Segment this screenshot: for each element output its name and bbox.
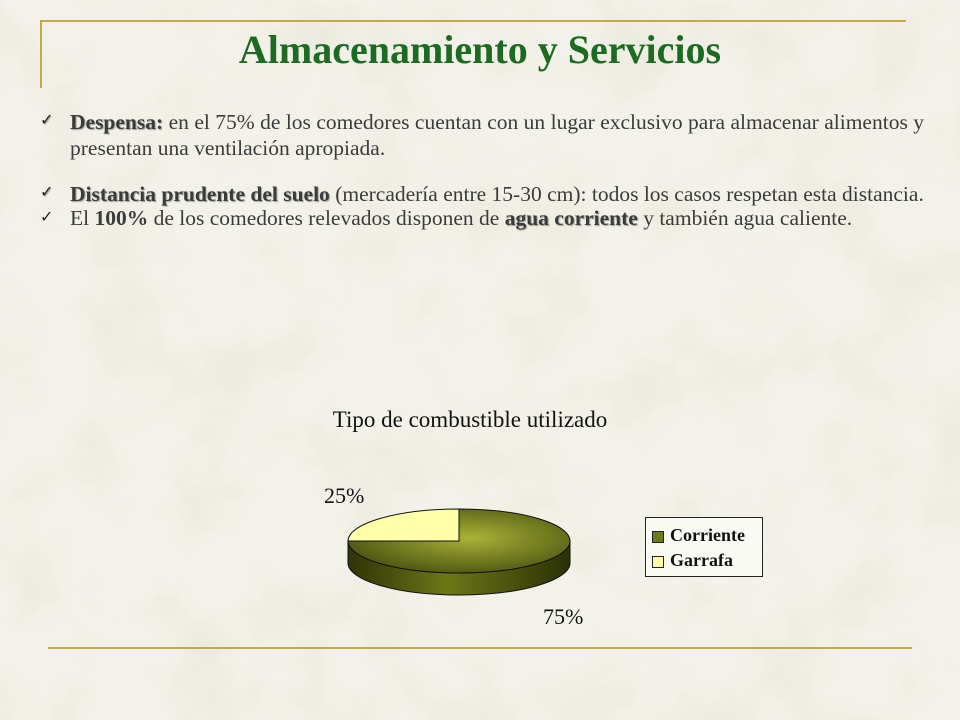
bullet-text: en el 75% de los comedores cuentan con u… xyxy=(70,110,924,160)
bullet-label: Despensa: xyxy=(70,110,164,134)
bullet-strong-agua: agua corriente xyxy=(504,206,638,231)
legend-label: Garrafa xyxy=(670,550,733,570)
bullet-text: (mercadería entre 15-30 cm): todos los c… xyxy=(329,181,924,206)
bullet-text-post: y también agua caliente. xyxy=(637,206,853,231)
bullet-text-mid: de los comedores relevados disponen de xyxy=(148,206,505,231)
pie-slice-garrafa xyxy=(347,508,460,542)
legend-swatch-corriente xyxy=(652,530,664,543)
bullet-list: ✓ Despensa: en el 75% de los comedores c… xyxy=(40,110,924,230)
bullet-strong-100: 100% xyxy=(94,206,149,231)
check-icon: ✓ xyxy=(40,112,54,129)
bullet-agua: ✓ El 100% de los comedores relevados dis… xyxy=(40,207,924,230)
bullet-label: Distancia prudente del suelo xyxy=(70,181,330,206)
legend-item-corriente: Corriente xyxy=(652,525,745,546)
bullet-text-pre: El xyxy=(70,206,95,231)
check-icon: ✓ xyxy=(40,183,54,201)
legend-swatch-garrafa xyxy=(652,555,664,568)
slide-title: Almacenamiento y Servicios xyxy=(238,27,722,72)
bullet-despensa: ✓ Despensa: en el 75% de los comedores c… xyxy=(40,110,924,162)
chart-legend: Corriente Garrafa xyxy=(645,517,763,577)
chart-title: Tipo de combustible utilizado xyxy=(332,407,608,432)
check-icon: ✓ xyxy=(40,209,54,227)
data-label-garrafa: 25% xyxy=(324,483,365,508)
legend-item-garrafa: Garrafa xyxy=(652,550,733,571)
frame-top-line xyxy=(40,20,906,22)
frame-bottom-line xyxy=(48,647,912,649)
frame-left-line xyxy=(40,20,42,88)
data-label-corriente: 75% xyxy=(543,604,584,629)
legend-label: Corriente xyxy=(670,525,745,545)
bullet-distancia: ✓ Distancia prudente del suelo (mercader… xyxy=(40,182,924,208)
